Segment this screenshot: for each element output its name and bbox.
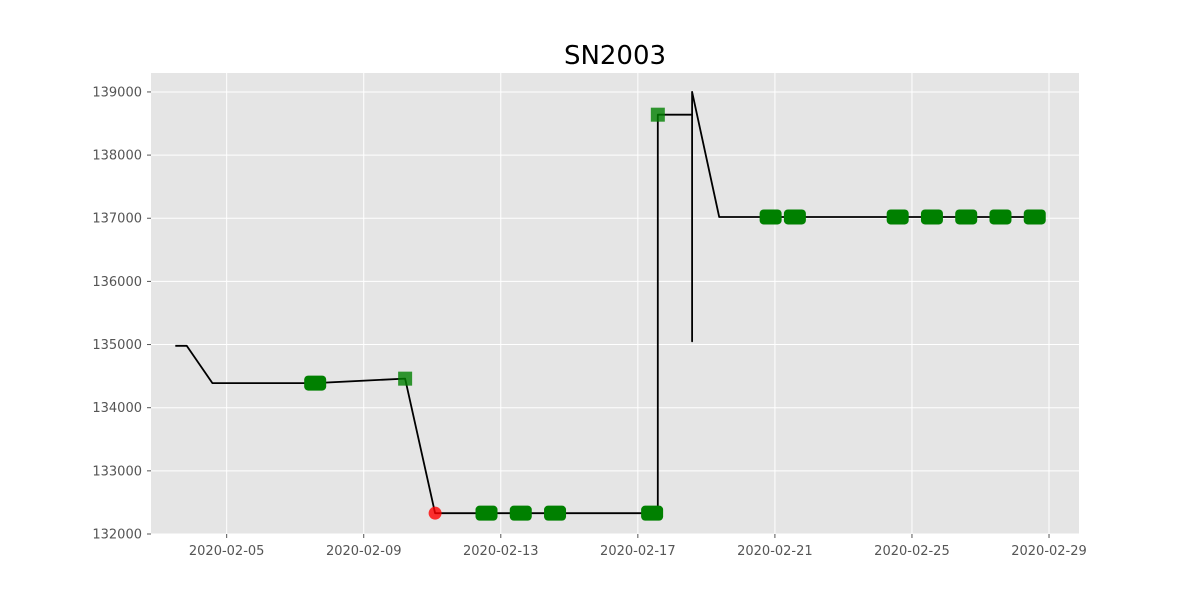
y-tick-label: 139000 (92, 85, 142, 100)
data-point (955, 209, 978, 225)
x-tick-label: 2020-02-13 (463, 544, 539, 559)
data-point (650, 107, 665, 122)
chart-title: SN2003 (564, 41, 666, 71)
x-tick-label: 2020-02-25 (874, 544, 950, 559)
y-tick-label: 132000 (92, 528, 142, 543)
x-tick-label: 2020-02-29 (1011, 544, 1087, 559)
x-tick-label: 2020-02-17 (600, 544, 676, 559)
data-point (783, 209, 806, 225)
data-point (475, 505, 498, 521)
data-point (1023, 209, 1046, 225)
y-tick-label: 133000 (92, 464, 142, 479)
data-point (304, 375, 327, 391)
data-point (920, 209, 943, 225)
x-tick-label: 2020-02-21 (737, 544, 813, 559)
y-tick-label: 136000 (92, 275, 142, 290)
data-point (886, 209, 909, 225)
data-point (544, 505, 567, 521)
x-tick-label: 2020-02-05 (189, 544, 265, 559)
axis-ticks: 2020-02-05 2020-02-09 2020-02-13 2020-02-17… (92, 85, 1086, 559)
x-tick-label: 2020-02-09 (326, 544, 402, 559)
y-tick-label: 137000 (92, 212, 142, 227)
alert-point (428, 506, 442, 520)
data-point (398, 371, 413, 386)
data-point (989, 209, 1012, 225)
marker-layer (304, 107, 1046, 521)
plot-area (151, 73, 1079, 534)
data-point (509, 505, 532, 521)
data-point (641, 505, 664, 521)
data-point (759, 209, 782, 225)
y-tick-label: 134000 (92, 401, 142, 416)
y-tick-label: 138000 (92, 149, 142, 164)
y-tick-label: 135000 (92, 338, 142, 353)
